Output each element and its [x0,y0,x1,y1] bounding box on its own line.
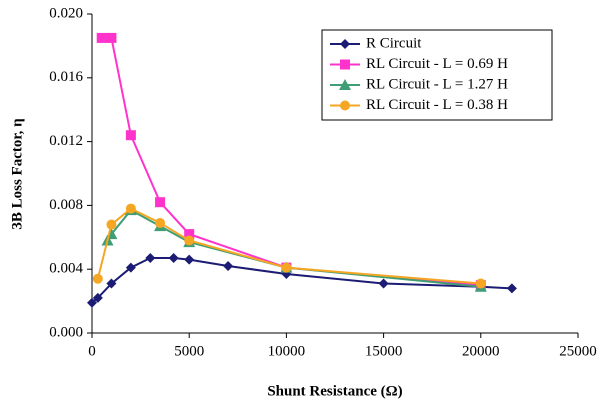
legend-label: RL Circuit - L = 1.27 H [366,76,508,92]
marker [92,273,103,284]
marker [340,59,350,70]
marker [145,253,156,264]
legend-box [321,29,553,121]
marker [125,262,136,273]
marker [184,254,195,265]
x-tick-label: 20000 [462,343,500,359]
marker [106,219,117,230]
marker [106,32,117,43]
x-tick-label: 5000 [174,343,204,359]
legend-label: RL Circuit - L = 0.69 H [366,56,508,72]
y-tick-label: 0.012 [49,133,83,149]
marker [506,283,517,294]
legend-label: RL Circuit - L = 0.38 H [366,97,508,113]
marker [378,278,389,289]
y-tick-label: 0.016 [49,69,83,85]
marker [340,100,350,111]
marker [340,39,350,49]
marker [87,297,97,308]
marker [96,32,107,43]
marker [92,292,103,303]
y-tick-label: 0.000 [49,324,83,340]
marker [223,261,234,272]
marker [168,253,179,264]
x-tick-label: 25000 [559,343,597,359]
y-tick-label: 0.008 [49,197,83,213]
marker [155,217,166,228]
marker [125,130,136,141]
marker [281,262,292,273]
y-axis-title: 3B Loss Factor, η [9,118,25,229]
y-tick-label: 0.020 [49,5,83,21]
x-axis-title: Shunt Resistance (Ω) [267,383,402,399]
marker [125,203,136,214]
x-tick-label: 15000 [365,343,403,359]
marker [106,278,117,289]
marker [339,79,351,90]
marker [155,197,166,208]
marker [475,278,486,289]
marker [184,229,195,240]
marker [184,235,195,246]
legend-label: R Circuit [366,35,422,51]
x-tick-label: 0 [88,343,96,359]
x-tick-label: 10000 [268,343,306,359]
y-tick-label: 0.004 [49,261,83,277]
